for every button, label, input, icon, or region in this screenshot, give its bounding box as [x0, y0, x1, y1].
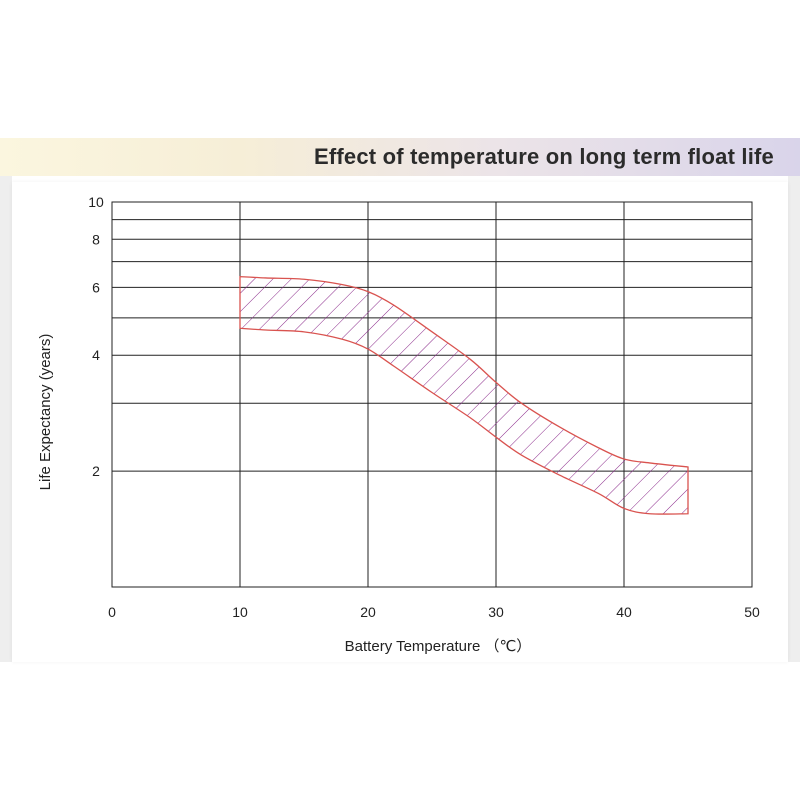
life-band-outline — [239, 275, 689, 515]
x-axis-title: Battery Temperature （℃） — [345, 638, 532, 655]
x-tick-label: 50 — [744, 604, 760, 620]
grid — [111, 201, 753, 588]
y-tick-label: 6 — [92, 279, 100, 295]
right-sideband — [788, 176, 800, 662]
title-banner: Effect of temperature on long term float… — [0, 138, 800, 176]
y-tick-label: 8 — [92, 231, 100, 247]
life-band-fill — [240, 276, 688, 515]
x-tick-label: 40 — [616, 604, 632, 620]
y-axis-title: Life Expectancy (years) — [37, 334, 54, 491]
y-tick-label: 2 — [92, 463, 100, 479]
x-tick-label: 20 — [360, 604, 376, 620]
y-tick-label: 10 — [88, 194, 104, 210]
chart-title: Effect of temperature on long term float… — [313, 144, 774, 169]
x-tick-label: 0 — [108, 604, 116, 620]
tick-labels: 0 10 20 30 40 50 2 4 6 8 10 — [88, 194, 760, 620]
x-tick-label: 30 — [488, 604, 504, 620]
y-tick-label: 4 — [92, 347, 100, 363]
x-tick-label: 10 — [232, 604, 248, 620]
plot-frame — [111, 201, 753, 588]
life-band — [239, 275, 689, 515]
left-sideband — [0, 176, 12, 662]
